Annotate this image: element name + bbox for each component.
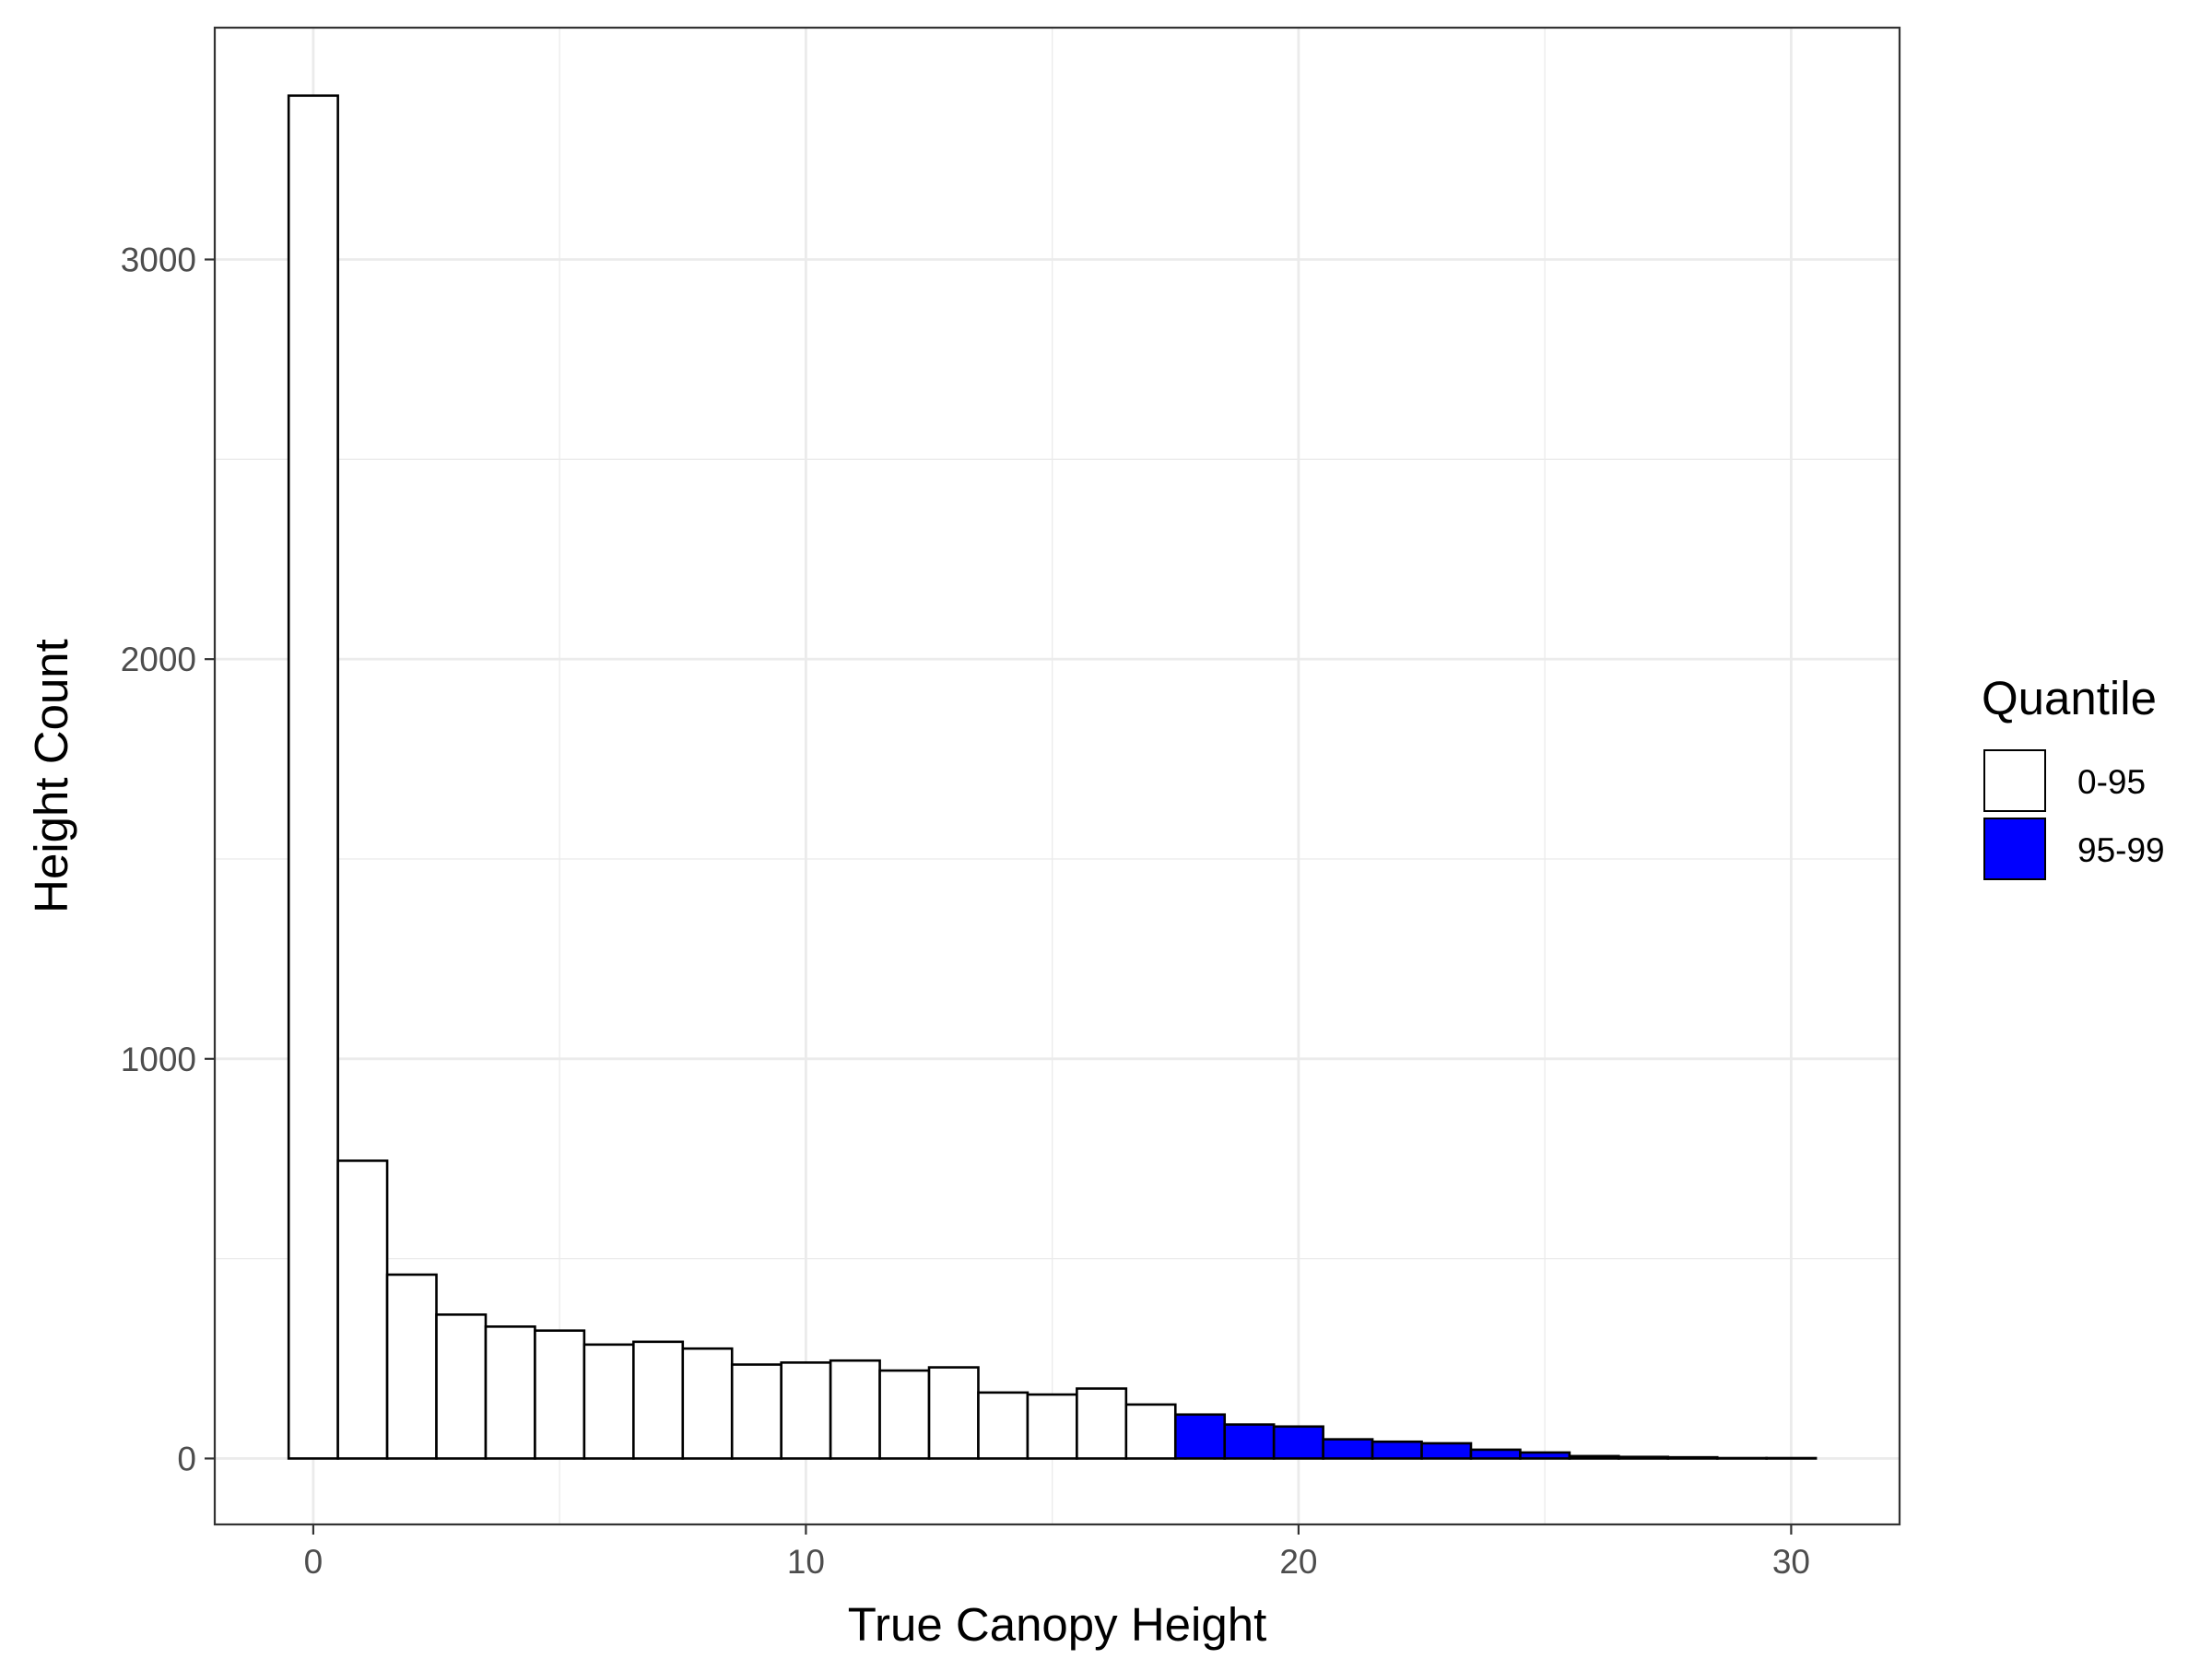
legend-label-0-95: 0-95 bbox=[2077, 763, 2146, 801]
histogram-bar bbox=[1618, 1455, 1670, 1460]
histogram-bar bbox=[780, 1361, 832, 1460]
histogram-bar bbox=[287, 94, 339, 1460]
histogram-bar bbox=[336, 1159, 389, 1460]
x-tick-label: 30 bbox=[1772, 1543, 1810, 1581]
y-axis-title: Height Count bbox=[25, 639, 77, 913]
histogram-bar bbox=[1568, 1454, 1620, 1460]
histogram-bar bbox=[977, 1391, 1030, 1460]
y-tick-label: 3000 bbox=[121, 241, 196, 279]
histogram-bar bbox=[1420, 1441, 1473, 1460]
histogram-bar bbox=[1469, 1448, 1522, 1460]
plot-panel-background bbox=[215, 28, 1900, 1524]
y-tick-label: 2000 bbox=[121, 641, 196, 678]
histogram-bar bbox=[1272, 1425, 1324, 1460]
legend: Quantile 0-95 95-99 bbox=[1982, 672, 2165, 880]
y-tick-label: 0 bbox=[177, 1440, 196, 1477]
histogram-bar bbox=[1371, 1440, 1423, 1460]
histogram-bar bbox=[1076, 1387, 1128, 1460]
histogram-bar bbox=[435, 1313, 488, 1460]
histogram-bar bbox=[1322, 1438, 1374, 1460]
histogram-bar bbox=[385, 1273, 438, 1460]
histogram-bar bbox=[534, 1329, 586, 1460]
histogram-bar bbox=[1173, 1413, 1227, 1460]
minor-gridlines bbox=[215, 28, 1900, 1524]
y-tick-label: 1000 bbox=[121, 1041, 196, 1078]
histogram-bar bbox=[681, 1347, 734, 1460]
plot-panel-border bbox=[213, 26, 1901, 1526]
histogram-bar bbox=[582, 1343, 635, 1460]
legend-label-95-99: 95-99 bbox=[2077, 831, 2165, 869]
legend-title: Quantile bbox=[1982, 672, 2157, 724]
x-tick-label: 0 bbox=[304, 1543, 324, 1581]
histogram-bar bbox=[1223, 1423, 1276, 1460]
legend-key-0-95 bbox=[1983, 749, 2046, 812]
x-axis-ticks: 0 10 20 30 bbox=[304, 1524, 1810, 1581]
histogram-bar bbox=[1519, 1451, 1571, 1460]
histogram-bar bbox=[1666, 1455, 1719, 1460]
histogram-bar bbox=[632, 1340, 685, 1460]
histogram-bar bbox=[927, 1366, 980, 1460]
histogram-bar bbox=[730, 1363, 782, 1460]
legend-key-95-99 bbox=[1983, 818, 2046, 880]
histogram-bar bbox=[484, 1325, 536, 1460]
histogram-bar bbox=[1124, 1403, 1177, 1460]
x-tick-label: 20 bbox=[1279, 1543, 1317, 1581]
x-tick-label: 10 bbox=[787, 1543, 825, 1581]
histogram-bar bbox=[1026, 1393, 1078, 1460]
x-axis-title: True Canopy Height bbox=[848, 1598, 1267, 1651]
histogram-bar bbox=[878, 1369, 931, 1460]
histogram-bar bbox=[829, 1359, 881, 1460]
histogram-bars bbox=[287, 94, 1818, 1460]
y-axis-ticks: 0 1000 2000 3000 bbox=[121, 241, 215, 1477]
